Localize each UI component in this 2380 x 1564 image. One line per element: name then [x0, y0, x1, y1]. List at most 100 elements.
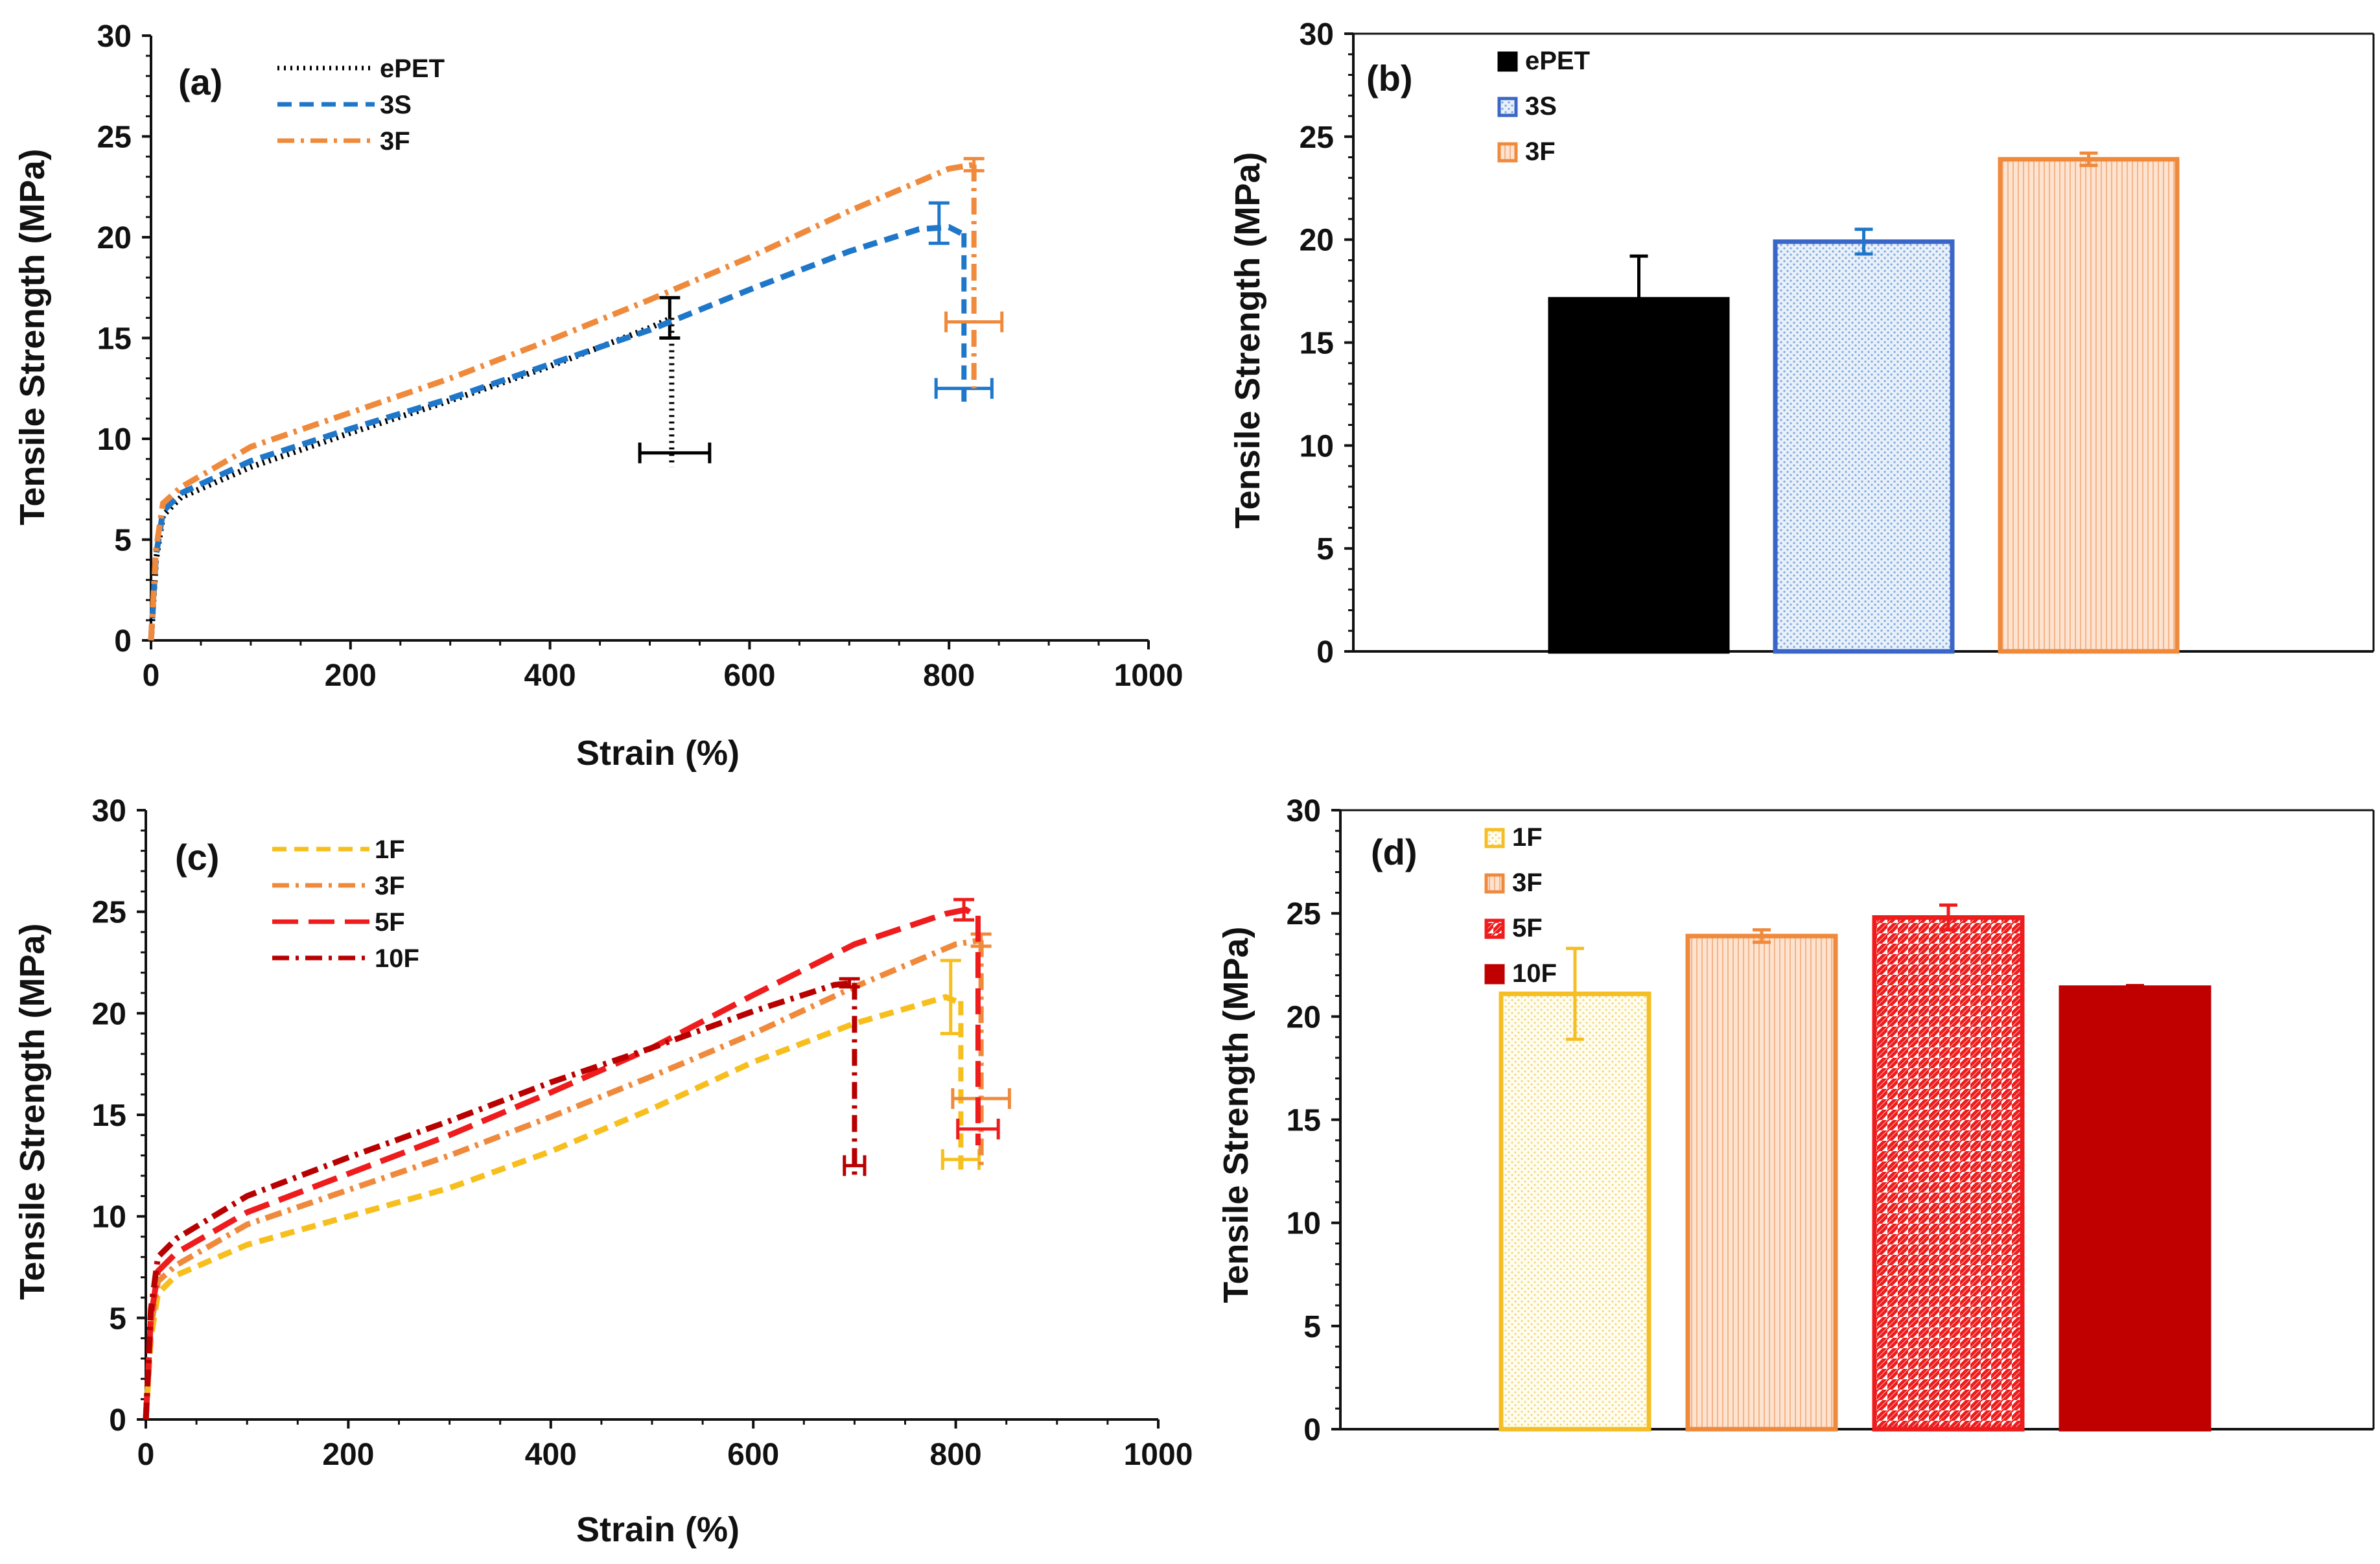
legend-label-5F: 5F — [375, 908, 405, 937]
legend-swatch-3S — [1497, 97, 1518, 117]
bar-ePET — [1548, 297, 1730, 654]
panel-d-legend: 1F 3F 5F 10F — [1484, 823, 1557, 988]
series-line-10F — [143, 979, 855, 1420]
panel-c-ylabel: Tensile Strength (MPa) — [13, 923, 52, 1300]
panel-c-label: (c) — [175, 837, 219, 878]
series-line-3S — [148, 224, 962, 641]
panel-b-axes: 0 5 10 15 20 25 30 — [1300, 18, 2375, 670]
y-tick-label: 25 — [92, 896, 126, 930]
panel-c-legend: 1F 3F 5F 10F — [272, 835, 419, 973]
y-tick-label: 0 — [1316, 635, 1334, 670]
panel-c-plot-area — [143, 898, 1011, 1420]
y-tick-label: 5 — [1303, 1310, 1321, 1344]
panel-b-bar-chart: (b) Tensile Strength (MPa) 051015202530 … — [1228, 18, 2375, 670]
bar-3S — [1773, 239, 1955, 654]
panel-c-axes: 0 5 10 15 20 25 30 0 200 400 600 800 1000 — [92, 794, 1193, 1472]
legend-label-3S: 3S — [1525, 92, 1557, 121]
y-tick-label: 20 — [1287, 1000, 1321, 1034]
series-line-3F — [143, 937, 982, 1420]
legend-swatch-ePET — [1497, 51, 1518, 72]
y-tick-label: 0 — [1303, 1413, 1321, 1447]
panel-a-xlabel: Strain (%) — [576, 734, 740, 773]
legend-label-3F: 3F — [380, 127, 410, 156]
panel-a-label: (a) — [178, 62, 222, 102]
y-tick-label: 20 — [1300, 224, 1334, 258]
y-tick-label: 30 — [92, 794, 126, 828]
legend-label-ePET: ePET — [380, 54, 445, 83]
y-tick-label: 0 — [114, 624, 132, 659]
y-tick-label: 15 — [97, 322, 132, 356]
legend-swatch-1F — [1484, 828, 1505, 848]
y-tick-label: 10 — [1287, 1207, 1321, 1241]
panel-b-legend: ePET 3S 3F — [1497, 47, 1590, 166]
panel-c-line-chart: (c) Tensile Strength (MPa) Strain (%) 0 5… — [13, 794, 1193, 1549]
x-tick-label: 200 — [322, 1438, 374, 1472]
legend-label-3F: 3F — [1525, 137, 1556, 166]
x-tick-label: 800 — [930, 1438, 982, 1472]
x-tick-label: 400 — [525, 1438, 577, 1472]
y-tick-label: 5 — [109, 1301, 126, 1336]
y-tick-label: 0 — [109, 1403, 126, 1438]
panel-b-plot-area — [1548, 151, 2180, 654]
x-tick-label: 400 — [524, 659, 576, 693]
panel-c-xlabel: Strain (%) — [576, 1510, 740, 1549]
legend-label-1F: 1F — [375, 835, 405, 864]
y-tick-label: 30 — [1287, 794, 1321, 828]
legend-swatch-3F — [1484, 873, 1505, 894]
legend-label-10F: 10F — [375, 944, 419, 973]
series-line-3F — [148, 161, 975, 641]
x-tick-label: 200 — [325, 659, 377, 693]
series-line-5F — [143, 906, 978, 1420]
y-tick-label: 10 — [1300, 429, 1334, 463]
y-tick-label: 5 — [1316, 532, 1334, 566]
x-tick-label: 0 — [137, 1438, 155, 1472]
y-tick-label: 10 — [97, 423, 132, 457]
panel-b-label: (b) — [1366, 58, 1413, 99]
legend-label-5F: 5F — [1512, 914, 1543, 942]
panel-d-ylabel: Tensile Strength (MPa) — [1217, 926, 1255, 1303]
bar-5F — [1872, 915, 2025, 1432]
legend-label-1F: 1F — [1512, 823, 1543, 852]
legend-swatch-3F — [1497, 142, 1518, 163]
legend-label-10F: 10F — [1512, 959, 1557, 988]
panel-a-plot-area — [148, 157, 1004, 641]
legend-label-ePET: ePET — [1525, 47, 1590, 75]
y-tick-label: 5 — [114, 524, 132, 558]
x-tick-label: 600 — [727, 1438, 779, 1472]
panel-d-label: (d) — [1371, 832, 1418, 872]
panel-d-bar-chart: (d) Tensile Strength (MPa) 051015202530 … — [1217, 794, 2375, 1447]
panel-a-line-chart: (a) Tensile Strength (MPa) Strain (%) 0 5… — [13, 19, 1183, 773]
y-tick-label: 30 — [1300, 18, 1334, 52]
legend-swatch-5F — [1484, 918, 1505, 939]
bar-10F — [2059, 985, 2211, 1432]
panel-a-ylabel: Tensile Strength (MPa) — [13, 148, 52, 525]
y-tick-label: 30 — [97, 19, 132, 54]
y-tick-label: 15 — [1287, 1104, 1321, 1138]
y-tick-label: 25 — [1300, 121, 1334, 155]
x-tick-label: 1000 — [1124, 1438, 1193, 1472]
y-tick-label: 15 — [1300, 327, 1334, 361]
legend-label-3S: 3S — [380, 91, 412, 119]
bar-3F — [1998, 157, 2180, 654]
x-tick-label: 800 — [923, 659, 975, 693]
y-tick-label: 15 — [92, 1099, 126, 1133]
x-tick-label: 600 — [723, 659, 775, 693]
y-tick-label: 20 — [97, 221, 132, 255]
legend-label-3F: 3F — [375, 872, 405, 900]
series-line-ePET — [148, 315, 673, 641]
y-tick-label: 25 — [97, 121, 132, 155]
y-tick-label: 25 — [1287, 897, 1321, 931]
panel-a-axes: 0 5 10 15 20 25 30 0 200 400 600 800 1000 — [97, 19, 1184, 693]
panel-d-plot-area — [1499, 903, 2211, 1432]
legend-swatch-10F — [1484, 964, 1505, 985]
legend-label-3F: 3F — [1512, 869, 1543, 897]
series-line-1F — [143, 994, 957, 1420]
y-tick-label: 10 — [92, 1200, 126, 1235]
panel-a-legend: ePET 3S 3F — [277, 54, 445, 156]
panel-b-ylabel: Tensile Strength (MPa) — [1228, 152, 1267, 528]
x-tick-label: 1000 — [1114, 659, 1184, 693]
y-tick-label: 20 — [92, 997, 126, 1031]
bar-1F — [1499, 991, 1651, 1432]
bar-3F — [1685, 933, 1838, 1432]
